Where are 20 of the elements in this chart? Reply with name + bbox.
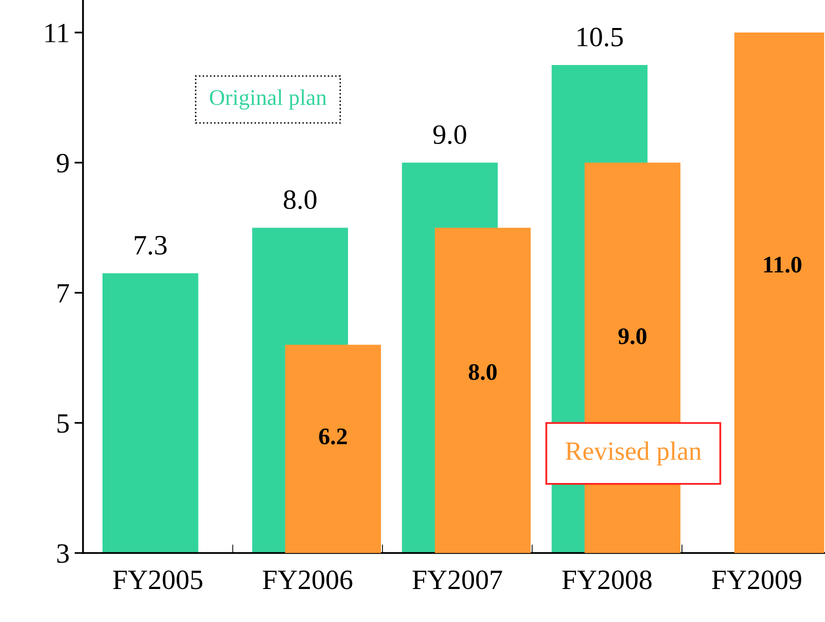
y-tick-label: 7 xyxy=(58,284,70,302)
x-tick-label: FY2007 xyxy=(412,570,502,590)
x-tick-label: FY2006 xyxy=(262,570,352,590)
data-label: 8.0 xyxy=(284,190,316,210)
data-label: 9.0 xyxy=(618,328,646,344)
data-label: 9.0 xyxy=(433,125,466,144)
y-tick-label: 11 xyxy=(46,24,68,42)
y-tick-label: 5 xyxy=(58,414,69,433)
y-tick-label: 9 xyxy=(56,154,69,173)
y-tick-label: 3 xyxy=(57,544,69,563)
data-label: 7.3 xyxy=(134,236,167,255)
text: Original plan xyxy=(210,89,327,110)
x-tick-label: FY2009 xyxy=(712,570,802,590)
data-label: 8.0 xyxy=(468,364,497,380)
series-label: Revised plan xyxy=(566,441,702,466)
x-tick-label: FY2008 xyxy=(562,570,652,590)
data-label: 10.5 xyxy=(578,28,623,47)
x-tick-label: FY2005 xyxy=(113,570,202,590)
data-label: 11.0 xyxy=(764,256,802,273)
data-label: 6.2 xyxy=(319,428,347,445)
